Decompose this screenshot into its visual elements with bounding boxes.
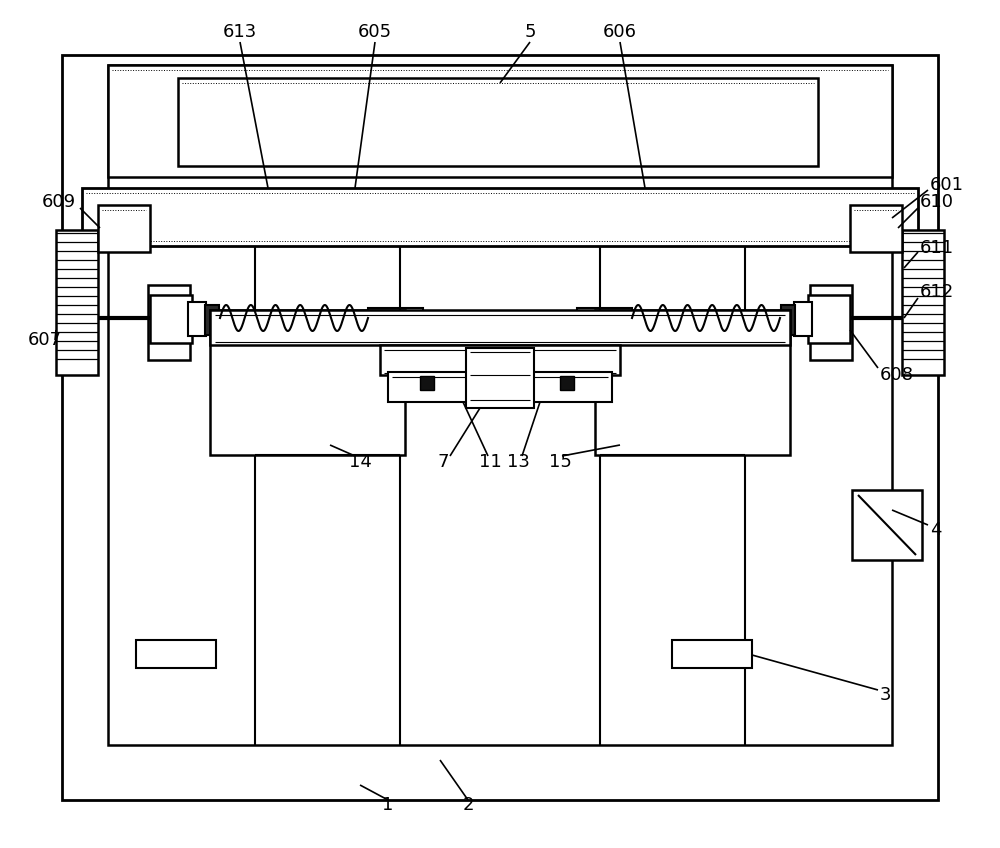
Text: 611: 611 [920, 239, 954, 257]
Text: 607: 607 [28, 331, 62, 349]
Text: 7: 7 [437, 453, 449, 471]
Bar [577, 308, 632, 330]
Bar [794, 302, 812, 336]
Text: 4: 4 [930, 521, 942, 539]
Text: 606: 606 [603, 23, 637, 41]
Bar [205, 305, 219, 335]
Text: 605: 605 [358, 23, 392, 41]
Text: 11: 11 [479, 453, 501, 471]
Bar [380, 345, 620, 375]
Bar [108, 65, 892, 177]
Bar [560, 376, 574, 390]
Bar [672, 640, 752, 668]
Bar [530, 372, 612, 402]
Bar [902, 230, 944, 375]
Text: 613: 613 [223, 23, 257, 41]
Text: 610: 610 [920, 193, 954, 211]
Text: 14: 14 [349, 453, 371, 471]
Bar [781, 305, 795, 335]
Bar [150, 295, 192, 343]
Bar [466, 348, 534, 408]
Bar [595, 310, 790, 455]
Text: 13: 13 [507, 453, 529, 471]
Bar [368, 308, 423, 330]
Bar [148, 285, 190, 360]
Bar [210, 310, 405, 455]
Bar [810, 285, 852, 360]
Bar [210, 310, 790, 345]
Text: 3: 3 [880, 686, 892, 704]
Text: 612: 612 [920, 283, 954, 301]
Bar [388, 372, 470, 402]
Bar [62, 55, 938, 800]
Bar [178, 78, 818, 166]
Text: 609: 609 [42, 193, 76, 211]
Text: 15: 15 [549, 453, 571, 471]
Bar [420, 376, 434, 390]
Bar [188, 302, 206, 336]
Bar [82, 188, 918, 246]
Bar [850, 205, 902, 252]
Bar [136, 640, 216, 668]
Bar [56, 230, 98, 375]
Bar [852, 490, 922, 560]
Bar [808, 295, 850, 343]
Text: 608: 608 [880, 366, 914, 384]
Bar [98, 205, 150, 252]
Text: 5: 5 [524, 23, 536, 41]
Text: 1: 1 [382, 796, 394, 814]
Text: 2: 2 [462, 796, 474, 814]
Bar [108, 65, 892, 745]
Text: 601: 601 [930, 176, 964, 194]
